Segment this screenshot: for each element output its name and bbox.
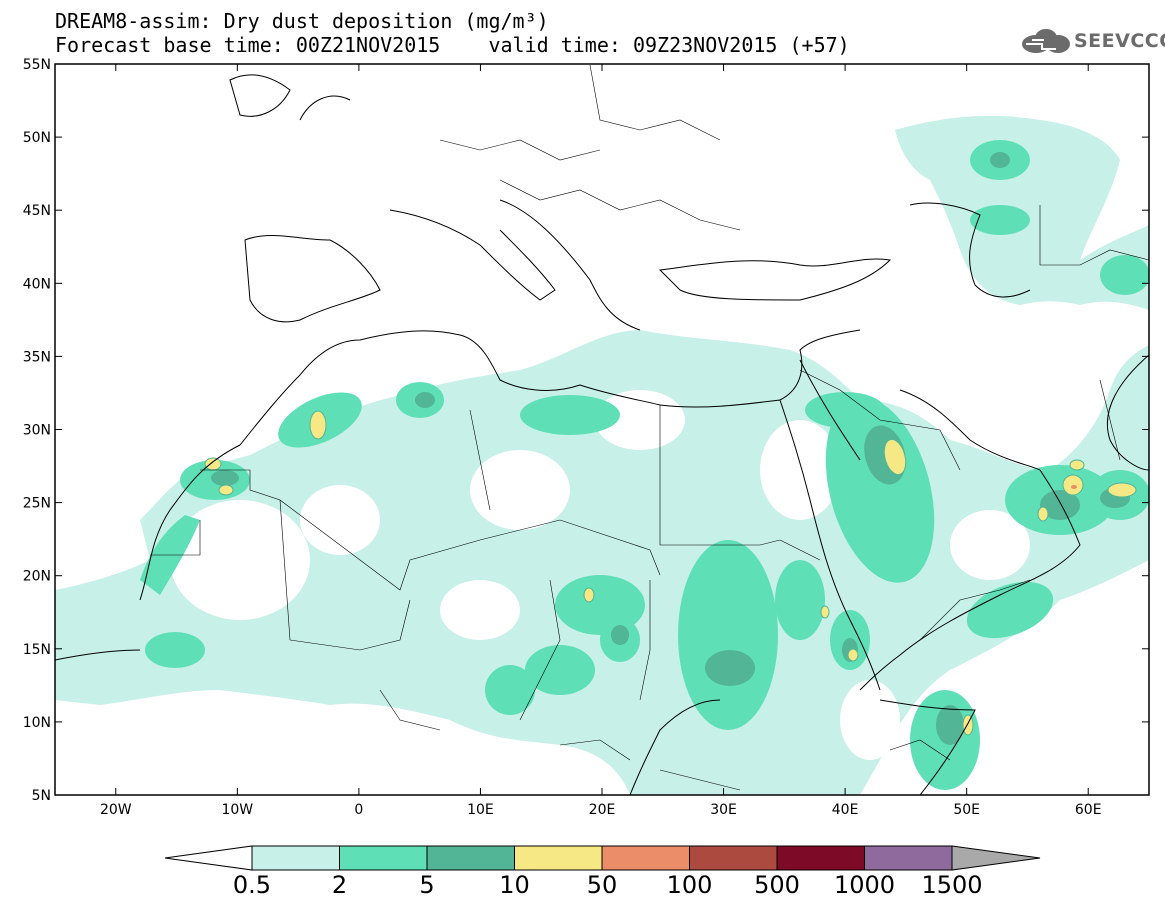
colorbar-label: 0.5 [233, 871, 271, 899]
colorbar-swatch [339, 845, 428, 871]
colorbar-label: 1500 [921, 871, 982, 899]
colorbar-label: 100 [667, 871, 713, 899]
lon-tick-label: 30E [710, 802, 737, 818]
longitude-axis: 20W 10W 0 10E 20E 30E 40E 50E 60E [100, 64, 1102, 818]
lon-tick-label: 60E [1075, 802, 1102, 818]
dust-gaps [170, 375, 1030, 760]
coastlines [55, 74, 1149, 795]
lat-tick-label: 20N [23, 569, 51, 585]
cloud-icon [1022, 29, 1070, 53]
colorbar-swatch [776, 845, 865, 871]
colorbar-swatch [514, 845, 603, 871]
lon-tick-label: 40E [832, 802, 859, 818]
colorbar-swatch [251, 845, 340, 871]
lon-tick-label: 20E [589, 802, 616, 818]
latitude-axis: 55N 50N 45N 40N 35N 30N 25N 20N 15N 10N 5N [23, 57, 1149, 804]
colorbar-swatch [426, 845, 515, 871]
forecast-time-subtitle: Forecast base time: 00Z21NOV2015 valid t… [55, 33, 850, 57]
lat-tick-label: 50N [23, 130, 51, 146]
lat-tick-label: 55N [23, 57, 51, 73]
lat-tick-label: 40N [23, 276, 51, 292]
lon-tick-label: 10E [467, 802, 494, 818]
lat-tick-label: 30N [23, 423, 51, 439]
lat-tick-label: 10N [23, 715, 51, 731]
colorbar: 0.5 2 5 10 50 100 500 1000 1500 [164, 845, 1041, 899]
dust-level-50 [1071, 485, 1077, 489]
colorbar-label: 50 [587, 871, 618, 899]
lon-tick-label: 50E [953, 802, 980, 818]
colorbar-label: 5 [419, 871, 434, 899]
lon-tick-label: 20W [100, 802, 132, 818]
colorbar-label: 500 [754, 871, 800, 899]
lon-tick-label: 10W [221, 802, 253, 818]
lat-tick-label: 35N [23, 349, 51, 365]
colorbar-swatch [601, 845, 690, 871]
lat-tick-label: 5N [32, 788, 51, 804]
lat-tick-label: 15N [23, 642, 51, 658]
map-title: DREAM8-assim: Dry dust deposition (mg/m³… [55, 9, 549, 33]
colorbar-swatch [689, 845, 778, 871]
colorbar-label: 1000 [834, 871, 895, 899]
country-borders [150, 64, 1149, 791]
dust-fields [55, 64, 1149, 795]
colorbar-label: 10 [499, 871, 530, 899]
dust-level-10 [204, 410, 1137, 736]
lat-tick-label: 25N [23, 496, 51, 512]
lat-tick-label: 45N [23, 203, 51, 219]
lon-tick-label: 0 [354, 802, 363, 818]
logo-text: SEEVCCC [1074, 30, 1165, 52]
colorbar-upper-arrow [951, 845, 1041, 871]
colorbar-swatch [864, 845, 953, 871]
colorbar-lower-arrow [164, 845, 253, 871]
colorbar-label: 2 [332, 871, 347, 899]
